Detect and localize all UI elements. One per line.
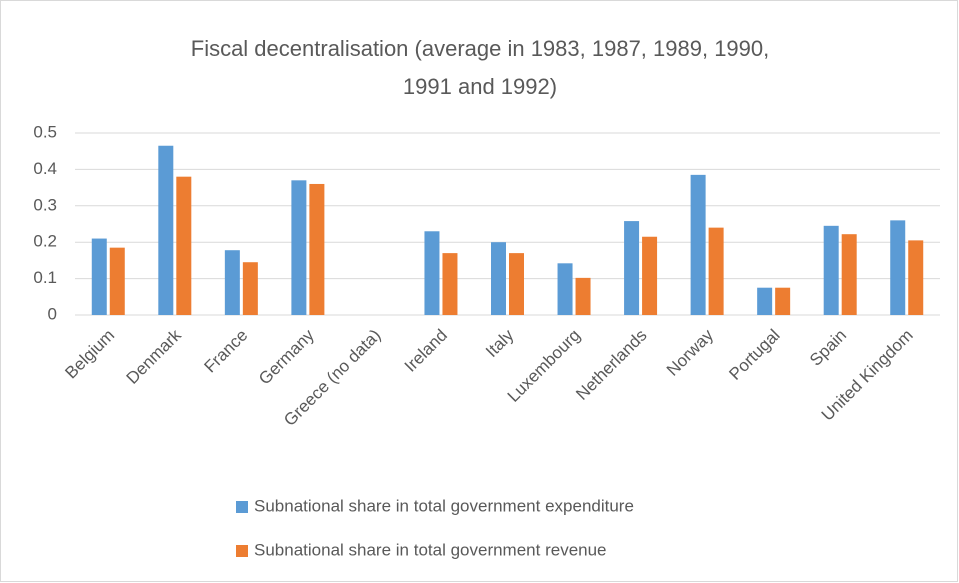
y-tick-label: 0.3 [33,195,57,214]
bar [708,227,724,315]
bar [841,234,857,315]
bar [224,250,240,315]
legend-label: Subnational share in total government re… [254,540,607,559]
y-tick-label: 0.5 [33,122,57,141]
bar [442,253,458,315]
y-tick-label: 0.1 [33,268,57,287]
bar [775,287,791,315]
bar [757,287,773,315]
bar [91,238,107,315]
chart-title: Fiscal decentralisation (average in 1983… [190,36,770,99]
bar [575,277,591,315]
bar [509,253,524,315]
bar [309,183,325,315]
y-tick-label: 0.2 [33,232,57,251]
y-tick-label: 0 [48,304,57,323]
bar [176,176,192,315]
bar [424,231,440,315]
y-tick-label: 0.4 [33,159,57,178]
bar [158,145,174,315]
bar [642,236,658,315]
bar [242,262,258,315]
legend-swatch [236,501,248,513]
bar [890,220,906,315]
bar [109,247,125,315]
bar [908,240,924,315]
bar [491,242,506,315]
bar [823,225,839,315]
legend-label: Subnational share in total government ex… [254,496,634,515]
bar [291,180,307,315]
bar [690,174,706,315]
bar [557,263,573,315]
bar [624,221,640,315]
legend-swatch [236,545,248,557]
